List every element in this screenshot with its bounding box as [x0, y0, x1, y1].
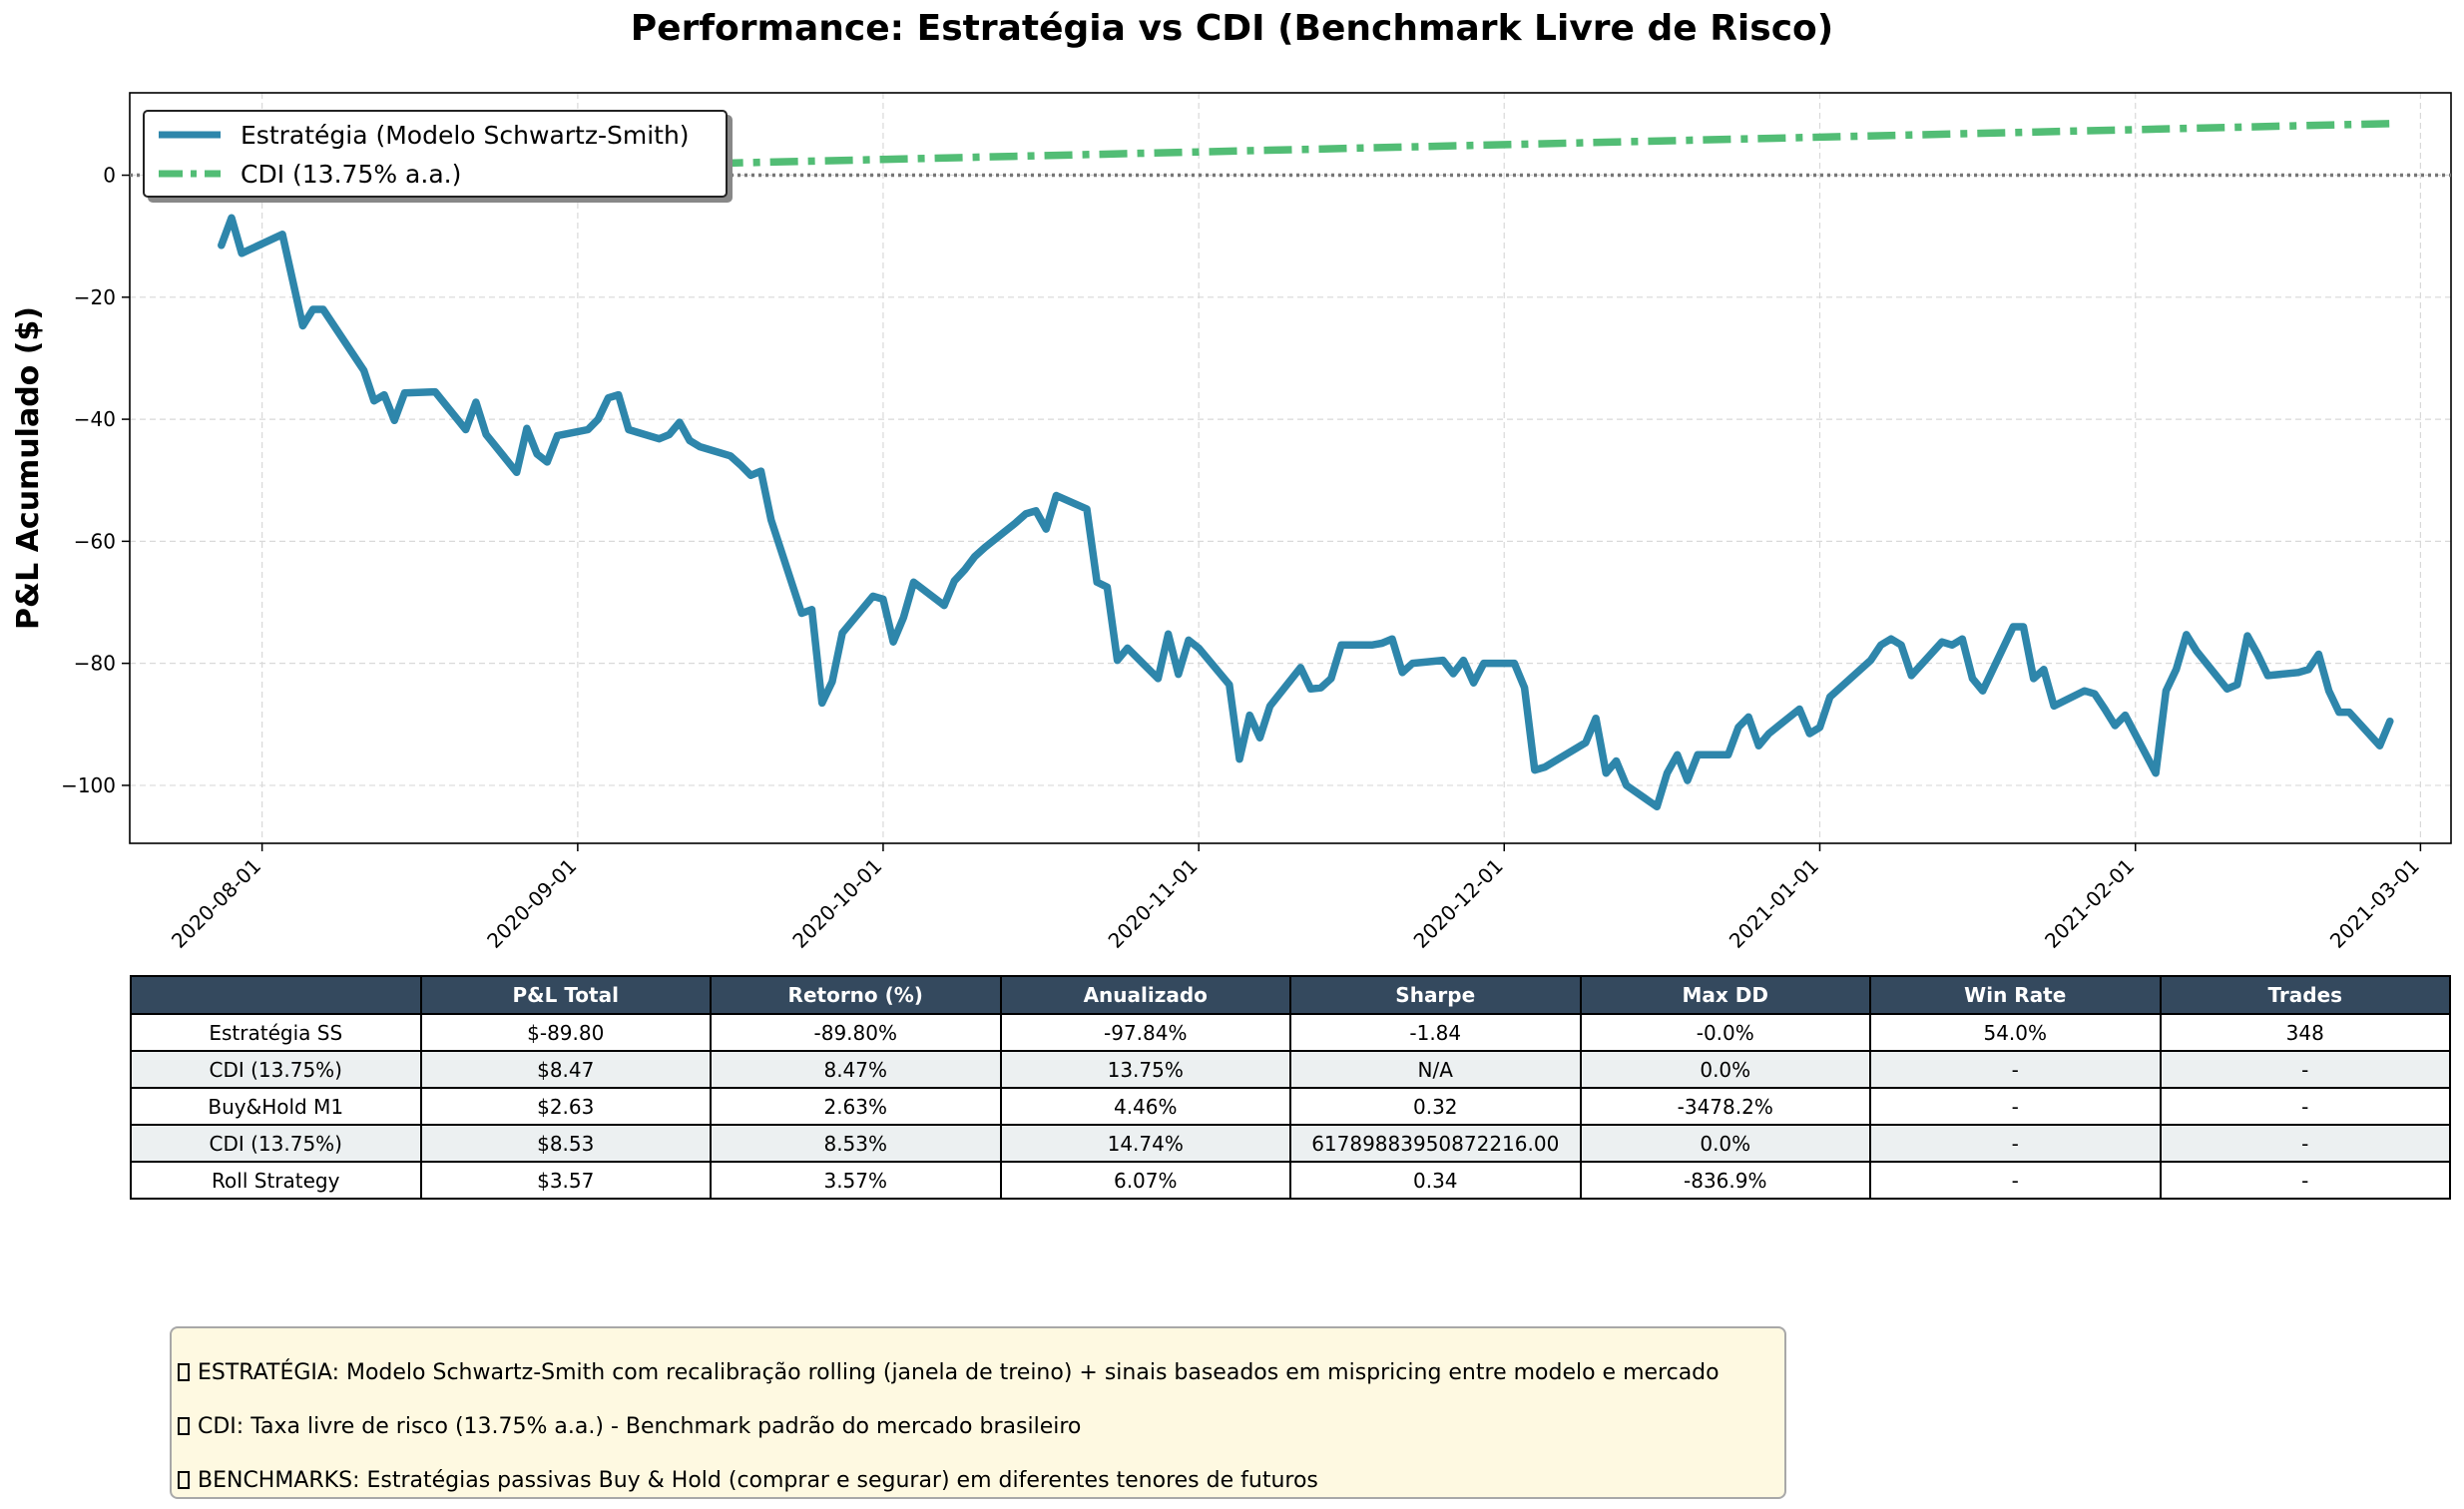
legend-swatch-cdi — [159, 170, 221, 178]
table-row: Roll Strategy $3.57 3.57% 6.07% 0.34 -83… — [130, 1161, 2451, 1200]
x-tick-label: 2021-03-01 — [2325, 854, 2424, 953]
table-cell: 0.0% — [1579, 1050, 1871, 1089]
table-header-cell: P&L Total — [419, 975, 712, 1015]
series-lines — [218, 120, 2394, 811]
table-cell: - — [1869, 1050, 2162, 1089]
table-cell: 54.0% — [1869, 1013, 2162, 1052]
table-cell: - — [1869, 1087, 2162, 1126]
table-header-cell: Trades — [2159, 975, 2451, 1015]
y-tick-label: −100 — [61, 773, 116, 797]
x-tick-label: 2020-08-01 — [167, 854, 265, 953]
table-cell: 6.07% — [999, 1161, 1291, 1200]
note-strategy-text: ESTRATÉGIA: Modelo Schwartz-Smith com re… — [198, 1360, 1720, 1385]
table-header-cell: Sharpe — [1289, 975, 1582, 1015]
y-tick-label: −60 — [74, 529, 116, 553]
table-cell: - — [2159, 1124, 2451, 1163]
table-cell: CDI (13.75%) — [130, 1124, 422, 1163]
table-cell: -1.84 — [1289, 1013, 1582, 1052]
note-cdi-text: CDI: Taxa livre de risco (13.75% a.a.) -… — [198, 1414, 1082, 1439]
table-cell: $2.63 — [419, 1087, 712, 1126]
legend-item-cdi: CDI (13.75% a.a.) — [159, 156, 461, 192]
x-tick-label: 2020-10-01 — [787, 854, 886, 953]
table-cell: 2.63% — [710, 1087, 1002, 1126]
notes-box: ESTRATÉGIA: Modelo Schwartz-Smith com re… — [170, 1326, 1786, 1499]
y-tick-label: −80 — [74, 652, 116, 676]
table-cell: - — [2159, 1087, 2451, 1126]
table-header-row: P&L Total Retorno (%) Anualizado Sharpe … — [130, 975, 2451, 1015]
legend-label-cdi: CDI (13.75% a.a.) — [241, 159, 462, 189]
legend-label-strategy: Estratégia (Modelo Schwartz-Smith) — [241, 120, 690, 150]
table-cell: 13.75% — [999, 1050, 1291, 1089]
cdi-line — [221, 120, 2390, 180]
table-header-cell: Max DD — [1579, 975, 1871, 1015]
table-cell: 0.34 — [1289, 1161, 1582, 1200]
table-cell: $8.53 — [419, 1124, 712, 1163]
legend-item-strategy: Estratégia (Modelo Schwartz-Smith) — [159, 117, 690, 153]
table-cell: Buy&Hold M1 — [130, 1087, 422, 1126]
x-tick-label: 2020-09-01 — [482, 854, 581, 953]
x-tick-label: 2020-11-01 — [1104, 854, 1203, 953]
table-header-cell — [130, 975, 422, 1015]
y-tick-label: −20 — [74, 285, 116, 309]
table-cell: Roll Strategy — [130, 1161, 422, 1200]
table-cell: 0.32 — [1289, 1087, 1582, 1126]
table-cell: 8.47% — [710, 1050, 1002, 1089]
table-cell: Estratégia SS — [130, 1013, 422, 1052]
grid-lines — [130, 93, 2451, 843]
table-row: Buy&Hold M1 $2.63 2.63% 4.46% 0.32 -3478… — [130, 1087, 2451, 1126]
table-row: Estratégia SS $-89.80 -89.80% -97.84% -1… — [130, 1013, 2451, 1052]
chart-title: Performance: Estratégia vs CDI (Benchmar… — [630, 8, 1834, 49]
table-cell: 8.53% — [710, 1124, 1002, 1163]
performance-chart: 0 −20 −40 −60 −80 −100 2020-08-01 2020-09-01 202… — [11, 92, 2452, 953]
missing-glyph-icon — [178, 1417, 190, 1435]
table-row: CDI (13.75%) $8.47 8.47% 13.75% N/A 0.0%… — [130, 1050, 2451, 1089]
plot-frame — [129, 92, 2452, 844]
table-cell: 61789883950872216.00 — [1289, 1124, 1582, 1163]
note-benchmarks: BENCHMARKS: Estratégias passivas Buy & H… — [178, 1468, 1318, 1493]
x-tick-label: 2021-02-01 — [2040, 854, 2139, 953]
table-cell: - — [2159, 1161, 2451, 1200]
table-cell: $3.57 — [419, 1161, 712, 1200]
table-cell: -97.84% — [999, 1013, 1291, 1052]
chart-legend: Estratégia (Modelo Schwartz-Smith) CDI (… — [143, 110, 728, 198]
table-cell: CDI (13.75%) — [130, 1050, 422, 1089]
missing-glyph-icon — [178, 1363, 190, 1381]
note-strategy: ESTRATÉGIA: Modelo Schwartz-Smith com re… — [178, 1360, 1720, 1385]
table-cell: 3.57% — [710, 1161, 1002, 1200]
table-cell: 4.46% — [999, 1087, 1291, 1126]
table-cell: - — [1869, 1124, 2162, 1163]
missing-glyph-icon — [178, 1471, 190, 1489]
legend-swatch-strategy — [159, 131, 221, 139]
y-axis-label: P&L Acumulado ($) — [11, 306, 46, 630]
x-tick-label: 2021-01-01 — [1725, 854, 1823, 953]
table-cell: 0.0% — [1579, 1124, 1871, 1163]
table-cell: 348 — [2159, 1013, 2451, 1052]
table-header-cell: Anualizado — [999, 975, 1291, 1015]
table-cell: $-89.80 — [419, 1013, 712, 1052]
table-cell: -89.80% — [710, 1013, 1002, 1052]
performance-table: P&L Total Retorno (%) Anualizado Sharpe … — [130, 975, 2451, 1200]
table-row: CDI (13.75%) $8.53 8.53% 14.74% 61789883… — [130, 1124, 2451, 1163]
table-header-cell: Win Rate — [1869, 975, 2162, 1015]
table-cell: 14.74% — [999, 1124, 1291, 1163]
note-benchmarks-text: BENCHMARKS: Estratégias passivas Buy & H… — [198, 1468, 1318, 1493]
table-cell: -0.0% — [1579, 1013, 1871, 1052]
table-cell: -836.9% — [1579, 1161, 1871, 1200]
table-cell: - — [1869, 1161, 2162, 1200]
table-cell: $8.47 — [419, 1050, 712, 1089]
table-cell: -3478.2% — [1579, 1087, 1871, 1126]
y-tick-label: −40 — [74, 407, 116, 431]
x-tick-label: 2020-12-01 — [1409, 854, 1508, 953]
y-tick-label: 0 — [103, 164, 116, 188]
table-cell: N/A — [1289, 1050, 1582, 1089]
table-header-cell: Retorno (%) — [710, 975, 1002, 1015]
table-cell: - — [2159, 1050, 2451, 1089]
strategy-line — [218, 214, 2394, 811]
axes: 0 −20 −40 −60 −80 −100 2020-08-01 2020-09-01 202… — [61, 164, 2424, 953]
note-cdi: CDI: Taxa livre de risco (13.75% a.a.) -… — [178, 1414, 1081, 1439]
